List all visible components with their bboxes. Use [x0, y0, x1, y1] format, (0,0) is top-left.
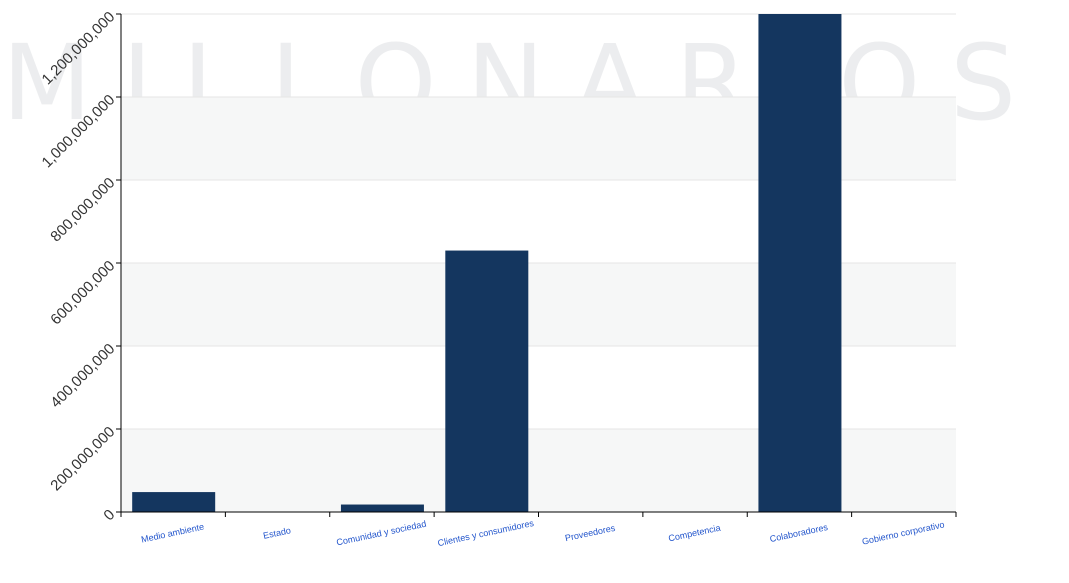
y-tick-label: 200,000,000 — [47, 423, 118, 494]
x-tick-label: Estado — [262, 525, 291, 541]
x-tick-label: Proveedores — [564, 523, 616, 543]
bar — [132, 492, 216, 512]
x-tick-labels: Medio ambiente Estado Comunidad y sociedad… — [140, 518, 945, 548]
y-tick-label: 400,000,000 — [47, 340, 118, 411]
y-tick-label: 1,000,000,000 — [39, 91, 119, 171]
x-tick-label: Competencia — [667, 523, 721, 544]
y-tick-label: 600,000,000 — [47, 257, 118, 328]
bar — [445, 250, 529, 513]
axes — [116, 13, 957, 517]
bars — [132, 14, 842, 513]
x-tick-label: Comunidad y sociedad — [335, 519, 427, 548]
y-tick-label: 0 — [100, 506, 118, 524]
bar — [758, 14, 842, 512]
x-tick-label: Gobierno corporativo — [861, 519, 945, 546]
x-tick-label: Clientes y consumidores — [437, 518, 535, 548]
y-tick-labels: 0 200,000,000 400,000,000 600,000,000 800,00… — [39, 8, 119, 524]
x-tick-label: Medio ambiente — [140, 522, 205, 545]
y-tick-label: 800,000,000 — [47, 174, 118, 245]
x-tick-label: Colaboradores — [769, 522, 829, 544]
bar — [340, 504, 424, 512]
y-tick-label: 1,200,000,000 — [39, 8, 119, 88]
